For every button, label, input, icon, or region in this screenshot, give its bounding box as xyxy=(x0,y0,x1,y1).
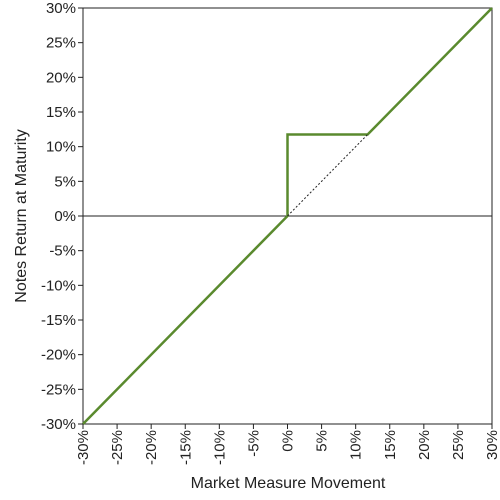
y-tick-label: -5% xyxy=(49,243,76,260)
y-tick-label: -20% xyxy=(41,347,76,364)
y-tick-label: 20% xyxy=(46,69,76,86)
x-tick-label: -10% xyxy=(211,430,228,465)
plot-area xyxy=(82,7,493,425)
x-tick-label: -20% xyxy=(143,430,160,465)
x-tick-label: 15% xyxy=(382,430,399,460)
x-axis-label: Market Measure Movement xyxy=(191,475,386,492)
x-tick-label: 20% xyxy=(416,430,433,460)
y-tick-label: 15% xyxy=(46,104,76,121)
series-reference-dotted-line xyxy=(287,134,368,217)
x-tick-label: -25% xyxy=(109,430,126,465)
y-tick-label: 5% xyxy=(54,173,76,190)
y-tick-label: -10% xyxy=(41,277,76,294)
x-tick-label: -15% xyxy=(177,430,194,465)
series-notes-return-line xyxy=(82,7,493,425)
x-axis-ticks: -30% -25% -20% -15% -10% -5% 0% 5% 10% 15% 20% 25% 3… xyxy=(75,424,500,465)
x-tick-label: 25% xyxy=(450,430,467,460)
x-tick-label: 5% xyxy=(314,430,331,452)
y-tick-label: 25% xyxy=(46,35,76,52)
y-tick-label: 0% xyxy=(54,208,76,225)
y-tick-label: 10% xyxy=(46,139,76,156)
x-tick-label: 0% xyxy=(280,430,297,452)
y-tick-label: -25% xyxy=(41,381,76,398)
y-axis-label: Notes Return at Maturity xyxy=(13,129,30,302)
x-tick-label: 30% xyxy=(484,430,500,460)
y-axis-ticks: 30% 25% 20% 15% 10% 5% 0% -5% -10% -15% -20% -25% -3… xyxy=(41,0,83,433)
y-tick-label: 30% xyxy=(46,0,76,17)
x-tick-label: -30% xyxy=(75,430,92,465)
x-tick-label: 10% xyxy=(348,430,365,460)
y-tick-label: -30% xyxy=(41,416,76,433)
x-tick-label: -5% xyxy=(245,430,262,457)
y-tick-label: -15% xyxy=(41,312,76,329)
